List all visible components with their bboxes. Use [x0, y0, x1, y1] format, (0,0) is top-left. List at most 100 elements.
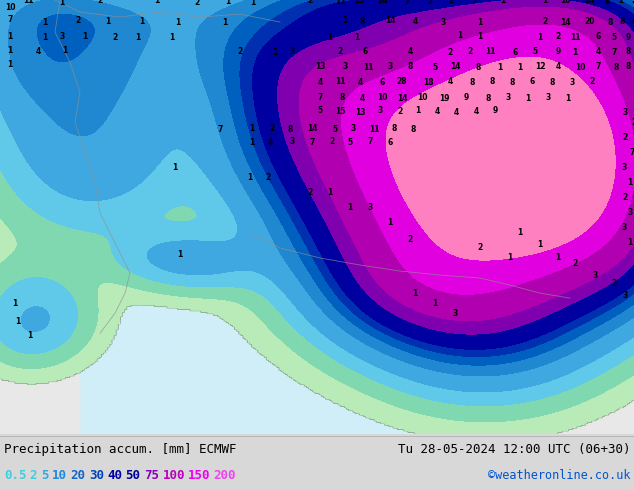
Text: 5: 5 — [347, 138, 353, 147]
Text: 5: 5 — [318, 106, 323, 115]
Text: 1: 1 — [27, 331, 32, 340]
Text: 10: 10 — [4, 2, 15, 12]
Text: 4: 4 — [318, 78, 323, 87]
Text: 1: 1 — [136, 33, 141, 42]
Text: 3: 3 — [621, 223, 626, 232]
Text: 2: 2 — [112, 33, 118, 42]
Text: 1: 1 — [105, 17, 110, 25]
Text: 1: 1 — [628, 178, 633, 187]
Text: 5: 5 — [611, 33, 616, 42]
Text: 4: 4 — [434, 107, 439, 116]
Text: Tu 28-05-2024 12:00 UTC (06+30): Tu 28-05-2024 12:00 UTC (06+30) — [398, 443, 630, 456]
Text: 8: 8 — [359, 17, 365, 25]
Text: 2: 2 — [30, 469, 37, 483]
Text: 8: 8 — [607, 18, 612, 26]
Text: 1: 1 — [8, 32, 13, 41]
Text: 1: 1 — [8, 46, 13, 55]
Text: 10: 10 — [377, 93, 387, 102]
Text: 8: 8 — [625, 47, 631, 56]
Text: 4: 4 — [448, 77, 453, 86]
Text: 9: 9 — [555, 47, 560, 56]
Text: 1: 1 — [327, 188, 333, 197]
Text: 1: 1 — [247, 173, 252, 182]
Text: 3: 3 — [377, 106, 383, 115]
Text: 11: 11 — [570, 33, 580, 42]
Text: 3: 3 — [453, 309, 458, 318]
Text: ©weatheronline.co.uk: ©weatheronline.co.uk — [488, 469, 630, 483]
Text: 5: 5 — [332, 125, 337, 134]
Text: 1: 1 — [139, 17, 145, 25]
Text: 11: 11 — [363, 63, 373, 72]
Text: 8: 8 — [549, 78, 555, 87]
Text: 4: 4 — [268, 138, 273, 147]
Text: 2: 2 — [618, 0, 624, 4]
Text: 8: 8 — [407, 62, 413, 71]
Text: 1: 1 — [412, 289, 418, 297]
Text: 4: 4 — [36, 47, 41, 56]
Text: 2: 2 — [555, 32, 560, 41]
Text: 2: 2 — [623, 193, 628, 202]
Text: 7: 7 — [472, 0, 477, 4]
Text: 2: 2 — [337, 47, 342, 56]
Text: 2: 2 — [448, 0, 453, 4]
Text: 8: 8 — [287, 125, 293, 134]
Text: 8: 8 — [391, 124, 397, 133]
Text: 1: 1 — [555, 253, 560, 263]
Text: 20: 20 — [70, 469, 86, 483]
Text: 1: 1 — [573, 48, 578, 57]
Text: 4: 4 — [555, 62, 560, 71]
Text: 12: 12 — [534, 62, 545, 71]
Text: 3: 3 — [367, 203, 373, 212]
Text: 3: 3 — [289, 137, 295, 146]
Text: 7: 7 — [8, 15, 13, 24]
Text: 9: 9 — [493, 106, 498, 115]
Text: 3: 3 — [342, 62, 347, 71]
Text: 2: 2 — [266, 173, 271, 182]
Text: 4: 4 — [412, 17, 418, 25]
Text: 2: 2 — [398, 107, 403, 116]
Text: 6: 6 — [512, 48, 517, 57]
Text: 5: 5 — [41, 469, 48, 483]
Text: 1: 1 — [273, 48, 278, 57]
Text: 1: 1 — [415, 106, 420, 115]
Text: 2: 2 — [427, 0, 432, 5]
Text: 1: 1 — [500, 0, 506, 4]
Text: 8: 8 — [625, 62, 631, 71]
Text: 1: 1 — [347, 203, 353, 212]
Text: 2: 2 — [611, 279, 617, 288]
Text: 7: 7 — [595, 62, 600, 71]
Text: 1: 1 — [387, 219, 392, 227]
Text: 7: 7 — [404, 0, 410, 5]
Text: 4: 4 — [408, 47, 413, 56]
Text: 8: 8 — [619, 17, 624, 25]
Text: 8: 8 — [339, 93, 345, 102]
Text: 1: 1 — [354, 33, 359, 42]
Text: 1: 1 — [8, 60, 13, 69]
Text: 1: 1 — [517, 228, 522, 237]
Text: 12: 12 — [335, 0, 346, 5]
Text: 7: 7 — [309, 138, 314, 147]
Text: 6: 6 — [387, 138, 392, 147]
Text: 8: 8 — [476, 63, 481, 72]
Text: 1: 1 — [498, 63, 503, 72]
Text: 14: 14 — [397, 94, 407, 103]
Text: 4: 4 — [595, 47, 600, 56]
Text: 14: 14 — [560, 18, 570, 26]
Text: 2: 2 — [467, 47, 472, 56]
Text: 7: 7 — [317, 93, 323, 102]
Text: 18: 18 — [423, 78, 433, 87]
Text: 1: 1 — [327, 33, 333, 42]
Text: 2: 2 — [330, 137, 335, 146]
Text: 13: 13 — [314, 62, 325, 71]
Text: 1: 1 — [477, 18, 482, 26]
Text: 14: 14 — [385, 16, 395, 24]
Text: 2: 2 — [631, 0, 634, 4]
Text: 1: 1 — [13, 298, 18, 308]
Text: 8: 8 — [485, 94, 491, 103]
Text: 1: 1 — [477, 32, 482, 41]
Text: 1: 1 — [82, 32, 87, 41]
Text: 11: 11 — [23, 0, 33, 4]
Text: 25: 25 — [355, 0, 365, 4]
Text: 2: 2 — [237, 47, 243, 56]
Text: 10: 10 — [575, 63, 585, 72]
